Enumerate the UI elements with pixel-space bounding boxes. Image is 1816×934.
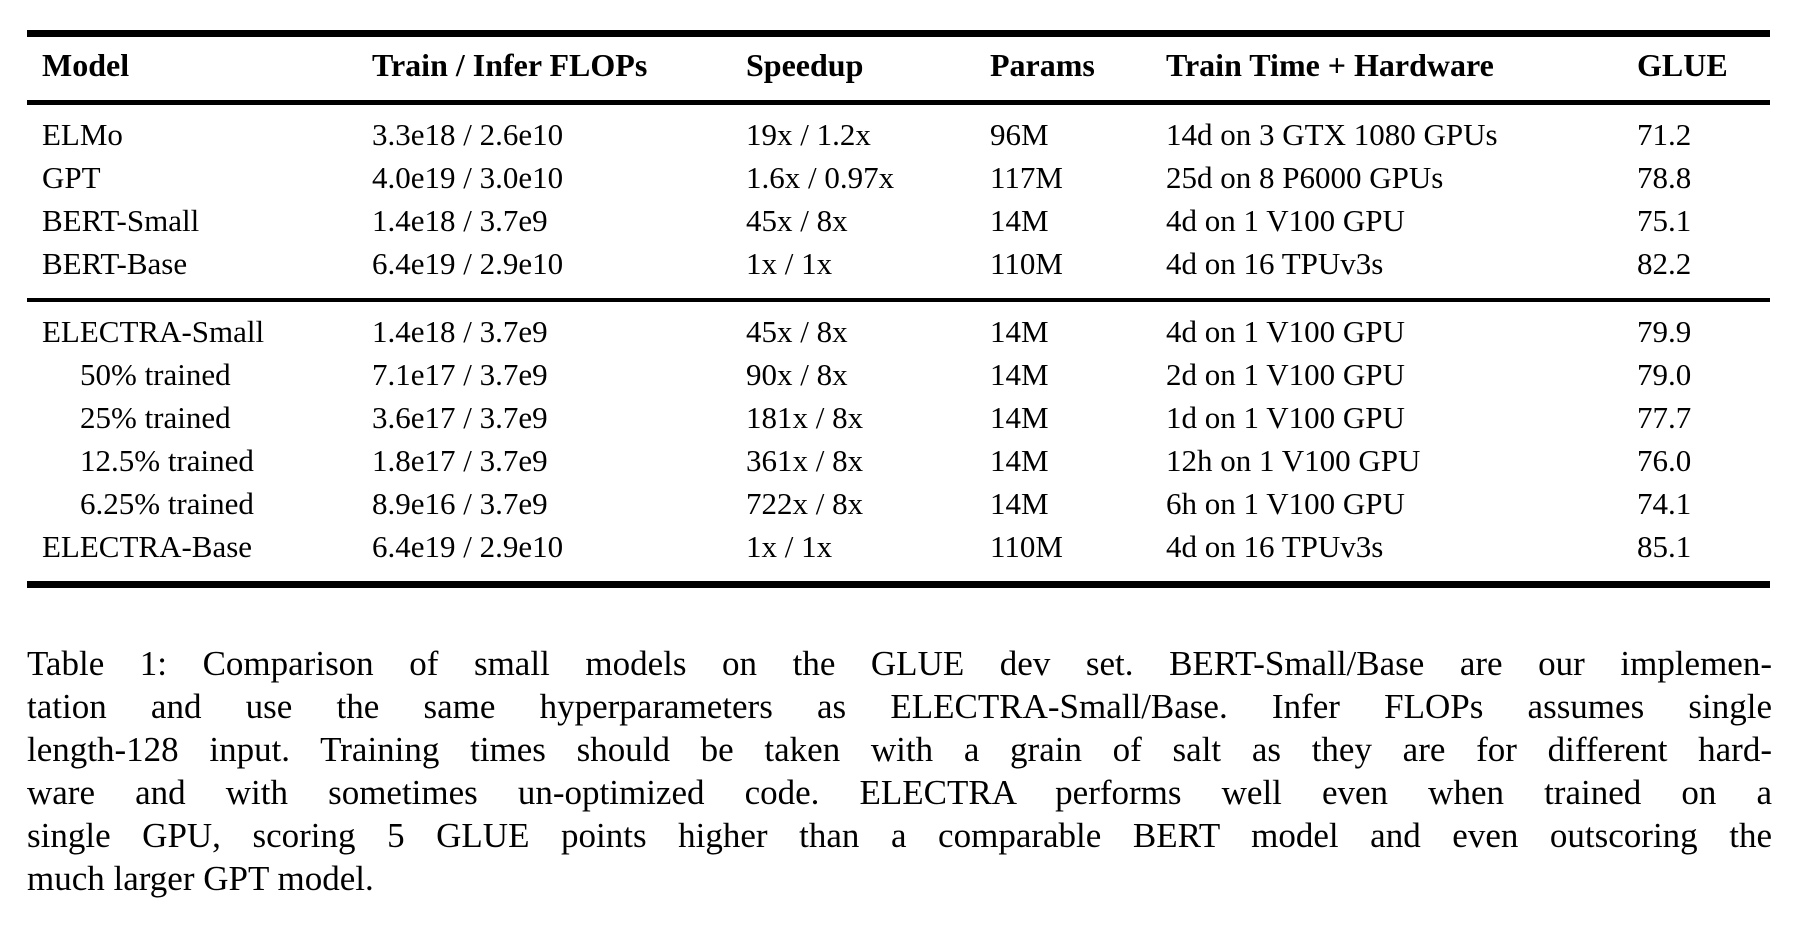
cell-speedup: 1.6x / 0.97x — [746, 160, 895, 195]
cell-model: 12.5% trained — [80, 443, 254, 478]
cell-params: 110M — [990, 529, 1063, 564]
cell-train_time: 4d on 16 TPUv3s — [1166, 529, 1384, 564]
cell-train_time: 6h on 1 V100 GPU — [1166, 486, 1405, 521]
cell-model: BERT-Base — [27, 242, 372, 302]
column-header-params: Params — [990, 33, 1166, 105]
cell-flops: 7.1e17 / 3.7e9 — [372, 357, 548, 392]
cell-train_time: 4d on 16 TPUv3s — [1166, 242, 1637, 302]
cell-params: 14M — [990, 443, 1049, 478]
table-row: GPT 4.0e19 / 3.0e10 1.6x / 0.97x 117M 25d on… — [27, 156, 1770, 199]
cell-flops: 3.6e17 / 3.7e9 — [372, 400, 548, 435]
cell-glue: 78.8 — [1637, 160, 1692, 195]
cell-glue: 77.7 — [1637, 400, 1692, 435]
cell-flops: 1.4e18 / 3.7e9 — [372, 203, 548, 238]
column-header-train_time: Train Time + Hardware — [1166, 33, 1637, 105]
cell-speedup: 1x / 1x — [746, 529, 833, 564]
cell-params: 14M — [990, 486, 1049, 521]
cell-model: 6.25% trained — [80, 486, 254, 521]
cell-glue: 74.1 — [1637, 486, 1692, 521]
column-header-model: Model — [27, 33, 372, 105]
cell-speedup: 90x / 8x — [746, 357, 848, 392]
cell-model: 50% trained — [80, 357, 231, 392]
cell-speedup: 181x / 8x — [746, 400, 864, 435]
cell-params: 14M — [990, 203, 1049, 238]
cell-model: ELMo — [42, 117, 123, 152]
cell-flops: 3.3e18 / 2.6e10 — [372, 117, 564, 152]
cell-train_time: 2d on 1 V100 GPU — [1166, 357, 1405, 392]
cell-speedup: 1x / 1x — [746, 242, 990, 302]
table-row: 50% trained 7.1e17 / 3.7e9 90x / 8x 14M 2d o… — [27, 353, 1770, 396]
caption-line: Table 1: Comparison of small models on t… — [27, 644, 1772, 683]
table-row: 25% trained 3.6e17 / 3.7e9 181x / 8x 14M 1d … — [27, 396, 1770, 439]
cell-glue: 76.0 — [1637, 443, 1692, 478]
table-row: ELMo 3.3e18 / 2.6e10 19x / 1.2x 96M 14d on 3… — [27, 103, 1770, 157]
table-row: BERT-Base 6.4e19 / 2.9e10 1x / 1x 110M 4d on… — [27, 242, 1770, 302]
table-row: BERT-Small 1.4e18 / 3.7e9 45x / 8x 14M 4d on… — [27, 199, 1770, 242]
cell-glue: 75.1 — [1637, 203, 1692, 238]
cell-train_time: 1d on 1 V100 GPU — [1166, 400, 1405, 435]
results-table-wrap: Model Train / Infer FLOPs Speedup Params Tra… — [27, 30, 1770, 588]
caption-line: much larger GPT model. — [27, 859, 374, 898]
cell-flops: 6.4e19 / 2.9e10 — [372, 529, 564, 564]
column-header-glue: GLUE — [1637, 33, 1770, 105]
header-row: Model Train / Infer FLOPs Speedup Params Tra… — [27, 33, 1770, 105]
cell-params: 110M — [990, 242, 1166, 302]
cell-speedup: 722x / 8x — [746, 486, 864, 521]
cell-params: 117M — [990, 160, 1063, 195]
cell-flops: 1.8e17 / 3.7e9 — [372, 443, 548, 478]
table-section-electra: ELECTRA-Small 1.4e18 / 3.7e9 45x / 8x 14M 4d… — [27, 300, 1770, 585]
results-table: Model Train / Infer FLOPs Speedup Params Tra… — [27, 30, 1770, 588]
cell-params: 14M — [990, 314, 1049, 349]
cell-flops: 1.4e18 / 3.7e9 — [372, 314, 548, 349]
caption-line: single GPU, scoring 5 GLUE points higher… — [27, 816, 1772, 855]
cell-train_time: 12h on 1 V100 GPU — [1166, 443, 1421, 478]
cell-speedup: 45x / 8x — [746, 203, 848, 238]
cell-train_time: 14d on 3 GTX 1080 GPUs — [1166, 117, 1498, 152]
cell-params: 14M — [990, 357, 1049, 392]
table-row: ELECTRA-Small 1.4e18 / 3.7e9 45x / 8x 14M 4d… — [27, 300, 1770, 353]
cell-flops: 4.0e19 / 3.0e10 — [372, 160, 564, 195]
table-header-row: Model Train / Infer FLOPs Speedup Params Tra… — [27, 33, 1770, 105]
column-header-flops: Train / Infer FLOPs — [372, 33, 746, 105]
cell-model: BERT-Small — [42, 203, 200, 238]
cell-glue: 79.0 — [1637, 357, 1692, 392]
cell-model: ELECTRA-Base — [42, 529, 253, 564]
cell-speedup: 45x / 8x — [746, 314, 848, 349]
cell-glue: 85.1 — [1637, 529, 1692, 564]
cell-params: 96M — [990, 117, 1049, 152]
cell-train_time: 4d on 1 V100 GPU — [1166, 203, 1405, 238]
cell-speedup: 19x / 1.2x — [746, 117, 871, 152]
caption-line: length-128 input. Training times should … — [27, 730, 1772, 769]
caption-line: ware and with sometimes un-optimized cod… — [27, 773, 1772, 812]
caption-line: tation and use the same hyperparameters … — [27, 687, 1772, 726]
cell-model: GPT — [42, 160, 101, 195]
table-row: ELECTRA-Base 6.4e19 / 2.9e10 1x / 1x 110M 4d… — [27, 525, 1770, 585]
cell-train_time: 4d on 1 V100 GPU — [1166, 314, 1405, 349]
cell-model: 25% trained — [80, 400, 231, 435]
cell-model: ELECTRA-Small — [42, 314, 265, 349]
column-header-speedup: Speedup — [746, 33, 990, 105]
cell-params: 14M — [990, 400, 1049, 435]
table-caption: Table 1: Comparison of small models on t… — [27, 642, 1772, 900]
cell-glue: 82.2 — [1637, 242, 1770, 302]
cell-glue: 79.9 — [1637, 314, 1692, 349]
cell-glue: 71.2 — [1637, 117, 1692, 152]
table-row: 6.25% trained 8.9e16 / 3.7e9 722x / 8x 14M 6… — [27, 482, 1770, 525]
table-section-baselines: ELMo 3.3e18 / 2.6e10 19x / 1.2x 96M 14d on 3… — [27, 103, 1770, 302]
table-row: 12.5% trained 1.8e17 / 3.7e9 361x / 8x 14M 1… — [27, 439, 1770, 482]
cell-train_time: 25d on 8 P6000 GPUs — [1166, 160, 1444, 195]
cell-speedup: 361x / 8x — [746, 443, 864, 478]
cell-flops: 8.9e16 / 3.7e9 — [372, 486, 548, 521]
cell-flops: 6.4e19 / 2.9e10 — [372, 242, 746, 302]
